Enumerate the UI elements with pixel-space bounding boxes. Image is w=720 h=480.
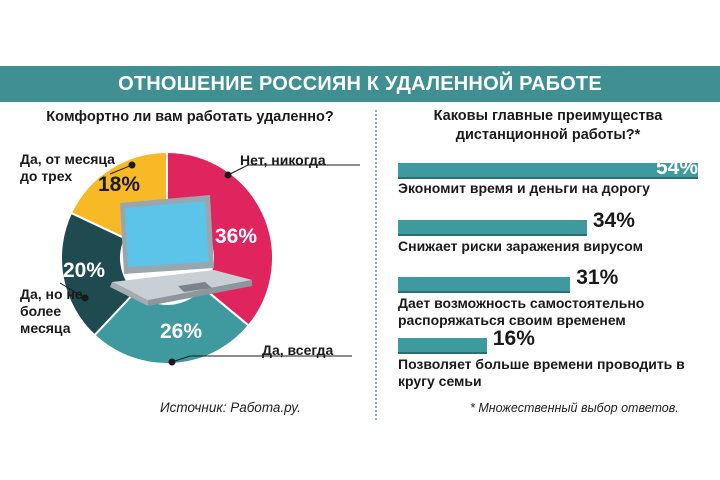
- leader-line-20: [59, 282, 86, 299]
- leader-lines: [59, 161, 360, 366]
- leader-line-36: [227, 164, 360, 176]
- bar-label-2: Дает возможность самостоятельно распоряж…: [398, 295, 645, 328]
- slice-value-20: 20%: [63, 259, 106, 282]
- laptop-icon: [110, 195, 252, 306]
- bar-3: [398, 338, 487, 354]
- bar-label-3: Позволяет больше времени проводить в кру…: [398, 356, 685, 389]
- slice-label-18: Да, от месяца до трех: [20, 151, 115, 184]
- slice-value-36: 36%: [215, 225, 258, 248]
- bar-value-3: 16%: [492, 327, 535, 350]
- slice-label-36: Нет, никогда: [240, 152, 326, 168]
- bar-value-0: 54%: [656, 156, 699, 179]
- leader-line-18: [109, 164, 133, 175]
- leader-dot-20: [81, 294, 89, 302]
- divider: [375, 110, 377, 420]
- slice-value-18: 18%: [98, 173, 141, 196]
- bar-value-1: 34%: [592, 209, 635, 232]
- leader-dot-18: [128, 161, 136, 169]
- slice-label-20: Да, но не более месяца: [20, 286, 83, 336]
- bar-2: [398, 277, 571, 293]
- chart-title: ОТНОШЕНИЕ РОССИЯН К УДАЛЕННОЙ РАБОТЕ: [118, 73, 602, 95]
- footnote: * Множественный выбор ответов.: [470, 401, 679, 415]
- leader-dot-36: [224, 171, 232, 179]
- slice-label-26: Да, всегда: [262, 342, 334, 358]
- bar-0: [398, 163, 698, 179]
- bar-label-0: Экономит время и деньги на дорогу: [398, 180, 650, 196]
- bar-label-1: Снижает риски заражения вирусом: [398, 238, 643, 254]
- pie-chart-title: Комфортно ли вам работать удаленно?: [46, 109, 334, 125]
- bar-chart-title: Каковы главные преимущества дистанционно…: [433, 108, 663, 143]
- source-note: Источник: Работа.ру.: [160, 400, 301, 415]
- slice-value-26: 26%: [160, 320, 203, 343]
- bar-value-2: 31%: [576, 266, 619, 289]
- leader-line-26: [171, 355, 352, 363]
- leader-dot-26: [168, 358, 176, 366]
- title-bar: [0, 66, 720, 102]
- bar-1: [398, 220, 587, 236]
